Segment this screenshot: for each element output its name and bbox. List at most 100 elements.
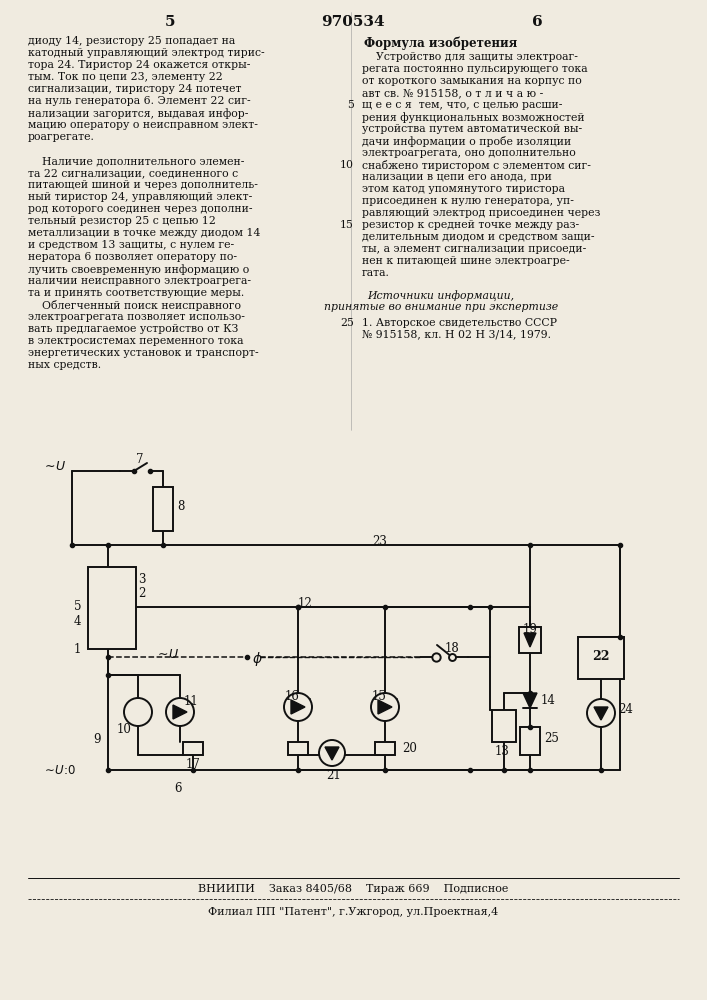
- Text: Филиал ПП "Патент", г.Ужгород, ул.Проектная,4: Филиал ПП "Патент", г.Ужгород, ул.Проект…: [208, 907, 498, 917]
- Text: 16: 16: [284, 690, 300, 703]
- Text: 23: 23: [373, 535, 387, 548]
- Text: $\phi$: $\phi$: [252, 650, 263, 668]
- Text: $\sim\!U$: $\sim\!U$: [155, 648, 179, 661]
- Text: 15: 15: [340, 220, 354, 230]
- Bar: [288, 742, 308, 755]
- Text: 10: 10: [117, 723, 132, 736]
- Text: 1: 1: [74, 643, 81, 656]
- Text: авт св. № 915158, о т л и ч а ю -: авт св. № 915158, о т л и ч а ю -: [362, 88, 543, 98]
- Text: Формула изобретения: Формула изобретения: [364, 36, 518, 49]
- Bar: [153, 487, 173, 531]
- Text: гата.: гата.: [362, 268, 390, 278]
- Text: резистор к средней точке между раз-: резистор к средней точке между раз-: [362, 220, 579, 230]
- Text: ты, а элемент сигнализации присоеди-: ты, а элемент сигнализации присоеди-: [362, 244, 586, 254]
- Text: в электросистемах переменного тока: в электросистемах переменного тока: [28, 336, 243, 346]
- Text: тым. Ток по цепи 23, элементу 22: тым. Ток по цепи 23, элементу 22: [28, 72, 223, 82]
- Text: 20: 20: [402, 742, 417, 755]
- Text: 6: 6: [174, 782, 182, 795]
- Text: рения функциональных возможностей: рения функциональных возможностей: [362, 112, 585, 123]
- Text: 25: 25: [340, 318, 354, 328]
- Text: Наличие дополнительного элемен-: Наличие дополнительного элемен-: [28, 156, 245, 166]
- Text: диоду 14, резистору 25 попадает на: диоду 14, резистору 25 попадает на: [28, 36, 235, 46]
- Text: на нуль генератора 6. Элемент 22 сиг-: на нуль генератора 6. Элемент 22 сиг-: [28, 96, 250, 106]
- Text: 5: 5: [347, 100, 354, 110]
- Text: ный тиристор 24, управляющий элект-: ный тиристор 24, управляющий элект-: [28, 192, 252, 202]
- Text: $\sim\!U$: $\sim\!U$: [42, 460, 66, 474]
- Text: лучить своевременную информацию о: лучить своевременную информацию о: [28, 264, 250, 275]
- Polygon shape: [325, 747, 339, 760]
- Text: род которого соединен через дополни-: род которого соединен через дополни-: [28, 204, 252, 214]
- Text: нен к питающей шине электроагре-: нен к питающей шине электроагре-: [362, 256, 570, 266]
- Text: регата постоянно пульсирующего тока: регата постоянно пульсирующего тока: [362, 64, 588, 74]
- Text: та 22 сигнализации, соединенного с: та 22 сигнализации, соединенного с: [28, 168, 238, 178]
- Polygon shape: [291, 700, 305, 714]
- Text: 25: 25: [544, 732, 559, 746]
- Text: нализации загорится, выдавая инфор-: нализации загорится, выдавая инфор-: [28, 108, 248, 119]
- Text: роагрегате.: роагрегате.: [28, 132, 95, 142]
- Text: и средством 13 защиты, с нулем ге-: и средством 13 защиты, с нулем ге-: [28, 240, 234, 250]
- Text: питающей шиной и через дополнитель-: питающей шиной и через дополнитель-: [28, 180, 258, 190]
- Text: делительным диодом и средством защи-: делительным диодом и средством защи-: [362, 232, 595, 242]
- Text: 5: 5: [165, 15, 175, 29]
- Text: 1. Авторское свидетельство СССР: 1. Авторское свидетельство СССР: [362, 318, 557, 328]
- Text: № 915158, кл. Н 02 Н 3/14, 1979.: № 915158, кл. Н 02 Н 3/14, 1979.: [362, 330, 551, 340]
- Text: электроагрегата, оно дополнительно: электроагрегата, оно дополнительно: [362, 148, 575, 158]
- Circle shape: [284, 693, 312, 721]
- Circle shape: [371, 693, 399, 721]
- Text: нератора 6 позволяет оператору по-: нератора 6 позволяет оператору по-: [28, 252, 237, 262]
- Text: ных средств.: ных средств.: [28, 360, 101, 370]
- Polygon shape: [523, 693, 537, 708]
- Text: энергетических установок и транспорт-: энергетических установок и транспорт-: [28, 348, 259, 358]
- Bar: [519, 627, 541, 653]
- Polygon shape: [594, 707, 608, 720]
- Text: сигнализации, тиристору 24 потечет: сигнализации, тиристору 24 потечет: [28, 84, 242, 94]
- Text: $\sim\!U\!:\!0$: $\sim\!U\!:\!0$: [42, 764, 76, 776]
- Text: принятые во внимание при экспертизе: принятые во внимание при экспертизе: [324, 302, 558, 312]
- Bar: [375, 742, 395, 755]
- Text: 7: 7: [136, 453, 144, 466]
- Text: 3: 3: [138, 573, 146, 586]
- Text: снабжено тиристором с элементом сиг-: снабжено тиристором с элементом сиг-: [362, 160, 591, 171]
- Text: дачи информации о пробе изоляции: дачи информации о пробе изоляции: [362, 136, 571, 147]
- Text: тора 24. Тиристор 24 окажется откры-: тора 24. Тиристор 24 окажется откры-: [28, 60, 250, 70]
- Circle shape: [587, 699, 615, 727]
- Text: 10: 10: [340, 160, 354, 170]
- Circle shape: [319, 740, 345, 766]
- Text: присоединен к нулю генератора, уп-: присоединен к нулю генератора, уп-: [362, 196, 574, 206]
- Text: 6: 6: [532, 15, 542, 29]
- Polygon shape: [524, 633, 536, 647]
- Text: электроагрегата позволяет использо-: электроагрегата позволяет использо-: [28, 312, 245, 322]
- Polygon shape: [173, 705, 187, 719]
- Circle shape: [124, 698, 152, 726]
- Text: катодный управляющий электрод тирис-: катодный управляющий электрод тирис-: [28, 48, 264, 58]
- Text: 21: 21: [326, 769, 341, 782]
- Text: щ е е с я  тем, что, с целью расши-: щ е е с я тем, что, с целью расши-: [362, 100, 562, 110]
- Text: Облегченный поиск неисправного: Облегченный поиск неисправного: [28, 300, 241, 311]
- Text: равляющий электрод присоединен через: равляющий электрод присоединен через: [362, 208, 600, 218]
- Text: 11: 11: [184, 695, 199, 708]
- Text: металлизации в точке между диодом 14: металлизации в точке между диодом 14: [28, 228, 260, 238]
- Text: 18: 18: [445, 642, 460, 655]
- Text: мацию оператору о неисправном элект-: мацию оператору о неисправном элект-: [28, 120, 258, 130]
- Text: наличии неисправного электроагрега-: наличии неисправного электроагрега-: [28, 276, 251, 286]
- Text: ВНИИПИ    Заказ 8405/68    Тираж 669    Подписное: ВНИИПИ Заказ 8405/68 Тираж 669 Подписное: [198, 884, 508, 894]
- Text: от короткого замыкания на корпус по: от короткого замыкания на корпус по: [362, 76, 582, 86]
- Polygon shape: [378, 700, 392, 714]
- Text: 4: 4: [74, 615, 81, 628]
- Bar: [578, 637, 624, 679]
- Text: 2: 2: [138, 587, 146, 600]
- Text: 17: 17: [186, 758, 201, 771]
- Text: 19: 19: [522, 623, 537, 636]
- Text: та и принять соответствующие меры.: та и принять соответствующие меры.: [28, 288, 244, 298]
- Text: Источники информации,: Источники информации,: [368, 290, 515, 301]
- Text: 9: 9: [93, 733, 100, 746]
- Text: тельный резистор 25 с цепью 12: тельный резистор 25 с цепью 12: [28, 216, 216, 226]
- Bar: [183, 742, 203, 755]
- Bar: [520, 727, 540, 755]
- Bar: [492, 710, 516, 742]
- Text: 12: 12: [298, 597, 312, 610]
- Text: устройства путем автоматической вы-: устройства путем автоматической вы-: [362, 124, 582, 134]
- Circle shape: [166, 698, 194, 726]
- Text: 8: 8: [177, 500, 185, 514]
- Text: 5: 5: [74, 600, 81, 613]
